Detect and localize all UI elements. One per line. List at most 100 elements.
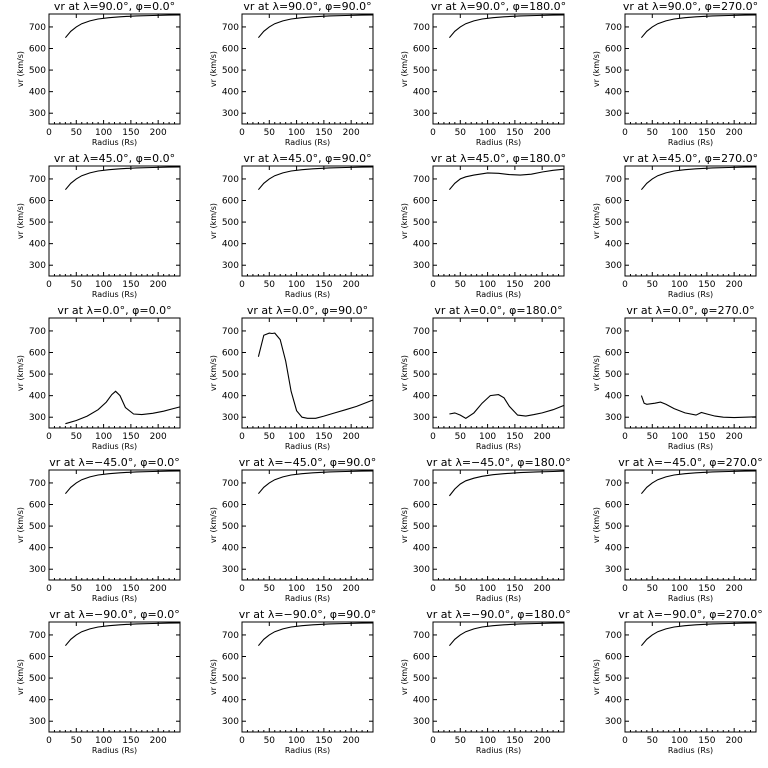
y-tick-label: 300 [29, 109, 46, 119]
x-axis-label: Radius (Rs) [668, 746, 713, 755]
x-tick-label: 200 [150, 128, 167, 138]
y-tick-label: 700 [29, 175, 46, 185]
subplot-title: vr at λ=−45.0°, φ=180.0° [426, 456, 570, 469]
series-line [640, 395, 757, 419]
series-line [640, 14, 757, 39]
y-tick-label: 600 [605, 501, 622, 511]
y-tick-label: 500 [605, 674, 622, 684]
y-tick-label: 700 [413, 175, 430, 185]
y-tick-label: 500 [605, 218, 622, 228]
series-line [448, 14, 565, 39]
x-tick-label: 150 [315, 584, 332, 594]
subplot-title: vr at λ=90.0°, φ=0.0° [54, 0, 175, 13]
x-tick-label: 200 [343, 280, 360, 290]
subplot-16: vr at λ=−45.0°, φ=270.0° 0 50 100 150 200 300 4… [592, 456, 763, 603]
series-line [448, 622, 565, 647]
x-tick-label: 50 [71, 432, 83, 442]
y-tick-label: 300 [605, 717, 622, 727]
series-line [257, 14, 374, 39]
y-tick-label: 500 [29, 370, 46, 380]
x-axis-label: Radius (Rs) [285, 442, 330, 451]
x-tick-label: 100 [288, 584, 305, 594]
x-tick-label: 150 [698, 128, 715, 138]
y-tick-label: 700 [605, 175, 622, 185]
y-tick-label: 400 [605, 88, 622, 98]
x-tick-label: 200 [343, 128, 360, 138]
plot-frame [241, 165, 374, 277]
x-tick-label: 100 [671, 736, 688, 746]
x-axis-label: Radius (Rs) [92, 594, 137, 603]
subplot-title: vr at λ=−45.0°, φ=0.0° [49, 456, 179, 469]
plot-frame [48, 13, 181, 125]
x-tick-label: 100 [95, 584, 112, 594]
x-tick-label: 50 [647, 280, 659, 290]
subplot-title: vr at λ=90.0°, φ=180.0° [431, 0, 566, 13]
y-axis-label: vr (km/s) [209, 51, 218, 87]
x-tick-label: 100 [671, 128, 688, 138]
x-tick-label: 150 [122, 584, 139, 594]
series-line [64, 622, 181, 647]
y-tick-label: 400 [222, 240, 239, 250]
y-axis-label: vr (km/s) [592, 355, 601, 391]
series-line [64, 470, 181, 495]
y-axis-label: vr (km/s) [400, 51, 409, 87]
y-tick-label: 600 [605, 653, 622, 663]
y-tick-label: 500 [29, 674, 46, 684]
x-tick-label: 100 [95, 128, 112, 138]
x-tick-label: 0 [430, 432, 436, 442]
x-axis-label: Radius (Rs) [668, 138, 713, 147]
x-tick-label: 0 [622, 280, 628, 290]
x-tick-label: 0 [622, 584, 628, 594]
y-tick-label: 600 [222, 45, 239, 55]
plot-frame [432, 469, 565, 581]
y-tick-label: 400 [222, 544, 239, 554]
subplot-18: vr at λ=−90.0°, φ=90.0° 0 50 100 150 200 300 40… [209, 608, 376, 755]
y-tick-label: 500 [29, 522, 46, 532]
y-tick-label: 400 [29, 544, 46, 554]
y-axis-label: vr (km/s) [16, 355, 25, 391]
x-tick-label: 0 [430, 736, 436, 746]
x-tick-label: 100 [288, 432, 305, 442]
x-tick-label: 0 [622, 128, 628, 138]
y-tick-label: 300 [222, 413, 239, 423]
y-tick-label: 600 [222, 653, 239, 663]
plot-frame [624, 13, 757, 125]
subplot-11: vr at λ=0.0°, φ=180.0° 0 50 100 150 200 300 400… [400, 304, 565, 451]
subplot-title: vr at λ=−90.0°, φ=180.0° [426, 608, 570, 621]
y-tick-label: 500 [413, 674, 430, 684]
x-tick-label: 150 [315, 128, 332, 138]
x-axis-label: Radius (Rs) [476, 746, 521, 755]
x-tick-label: 150 [122, 736, 139, 746]
y-tick-label: 700 [605, 631, 622, 641]
x-tick-label: 200 [534, 584, 551, 594]
x-tick-label: 100 [288, 736, 305, 746]
series-line [640, 166, 757, 191]
x-tick-label: 0 [239, 432, 245, 442]
x-tick-label: 200 [726, 432, 743, 442]
y-tick-label: 600 [605, 45, 622, 55]
x-tick-label: 150 [122, 280, 139, 290]
x-axis-label: Radius (Rs) [476, 442, 521, 451]
y-tick-label: 300 [413, 109, 430, 119]
subplot-title: vr at λ=−90.0°, φ=270.0° [618, 608, 762, 621]
y-tick-label: 500 [413, 218, 430, 228]
y-axis-label: vr (km/s) [16, 51, 25, 87]
plot-frame [432, 621, 565, 733]
subplot-5: vr at λ=45.0°, φ=0.0° 0 50 100 150 200 300 400 5… [16, 152, 181, 299]
x-tick-label: 200 [150, 280, 167, 290]
y-tick-label: 500 [222, 66, 239, 76]
y-tick-label: 400 [222, 88, 239, 98]
y-tick-label: 600 [29, 45, 46, 55]
y-tick-label: 700 [413, 23, 430, 33]
x-tick-label: 50 [264, 432, 276, 442]
y-tick-label: 400 [222, 696, 239, 706]
subplot-4: vr at λ=90.0°, φ=270.0° 0 50 100 150 200 300 40… [592, 0, 758, 147]
series-line [65, 390, 181, 425]
y-tick-label: 400 [413, 544, 430, 554]
y-tick-label: 600 [413, 501, 430, 511]
x-axis-label: Radius (Rs) [92, 746, 137, 755]
x-tick-label: 0 [239, 584, 245, 594]
x-axis-label: Radius (Rs) [668, 442, 713, 451]
y-tick-label: 700 [222, 327, 239, 337]
subplot-title: vr at λ=45.0°, φ=0.0° [54, 152, 175, 165]
